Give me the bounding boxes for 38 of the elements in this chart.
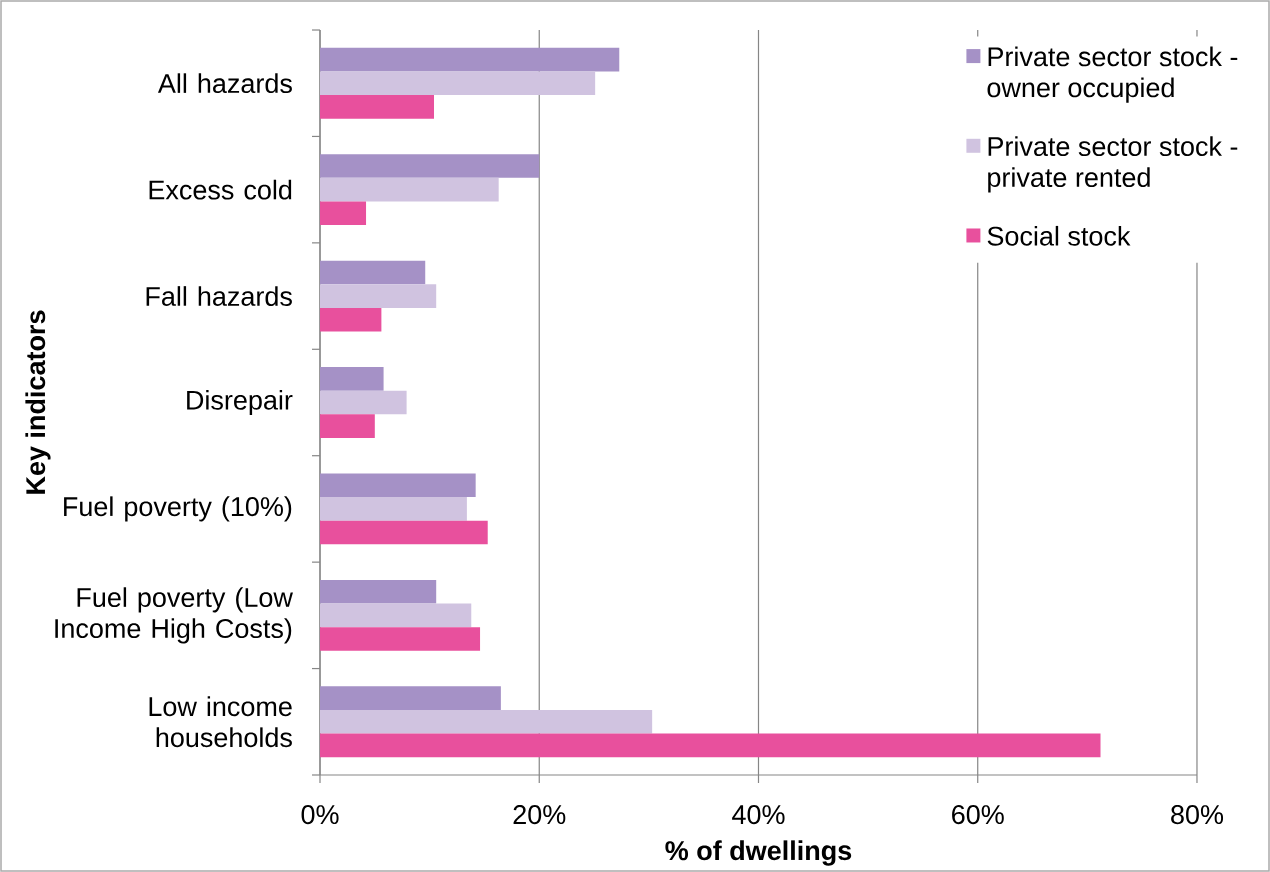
legend-label: Social stock xyxy=(987,225,1131,246)
bar xyxy=(320,71,596,96)
x-tick-label: 0% xyxy=(301,805,339,825)
bar xyxy=(320,603,472,628)
y-tick-label: All hazards xyxy=(157,73,292,94)
bar xyxy=(320,414,375,438)
y-tick-label: Fall hazards xyxy=(146,286,292,306)
bar xyxy=(320,473,476,498)
bar xyxy=(320,201,367,226)
y-tick-label: Fuel poverty (10%) xyxy=(64,496,292,522)
bar xyxy=(320,497,467,521)
bar xyxy=(320,520,488,545)
y-tick-label: Disrepair xyxy=(187,389,293,416)
bar xyxy=(320,627,481,651)
y-tick-label: Excess cold xyxy=(149,179,292,200)
bar xyxy=(320,307,382,332)
y-axis-title: Key indicators xyxy=(25,310,51,494)
y-tick-label: Fuel poverty (Low Income High Costs) xyxy=(55,587,293,644)
bar xyxy=(320,390,407,415)
bar xyxy=(320,367,384,391)
x-tick-label: 40% xyxy=(732,805,785,825)
x-tick-label: 80% xyxy=(1171,805,1224,825)
y-tick-label: Low income households xyxy=(149,696,292,748)
bar xyxy=(320,177,499,202)
x-tick-label: 60% xyxy=(952,805,1004,825)
bar xyxy=(320,260,426,285)
bar xyxy=(320,154,540,178)
bar xyxy=(320,709,653,734)
bar xyxy=(320,733,1101,758)
legend-label: Private sector stock - private rented xyxy=(988,136,1238,193)
x-tick-label: 20% xyxy=(513,805,566,825)
x-axis-title: % of dwellings xyxy=(665,840,852,866)
bar xyxy=(320,579,437,604)
bar xyxy=(320,284,437,308)
bar xyxy=(320,47,620,72)
bar xyxy=(320,95,434,119)
bar xyxy=(320,686,501,710)
legend-label: Private sector stock - owner occupied xyxy=(987,46,1238,103)
